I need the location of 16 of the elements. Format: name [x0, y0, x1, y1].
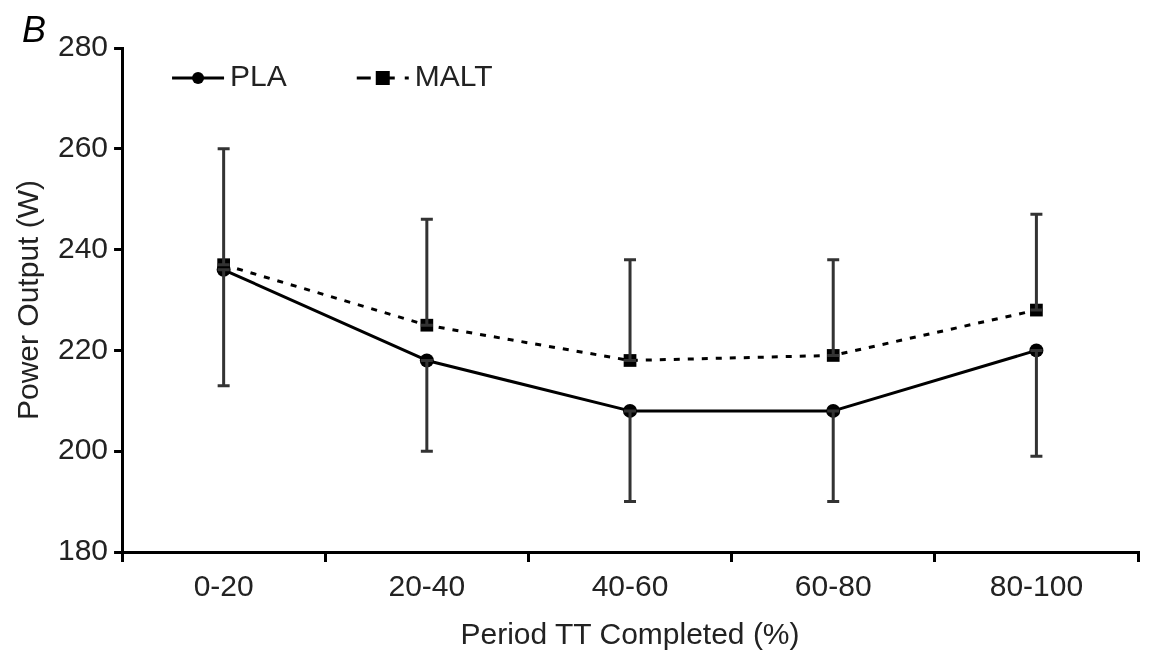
x-axis-title: Period TT Completed (%): [460, 617, 800, 651]
legend-label: PLA: [230, 59, 287, 93]
legend-label: MALT: [414, 59, 493, 93]
y-tick-label: 180: [57, 533, 109, 567]
y-tick-label: 280: [57, 29, 109, 63]
y-tick-label: 240: [57, 230, 109, 264]
y-axis-title: Power Output (W): [11, 179, 45, 421]
y-tick-label: 220: [57, 331, 109, 365]
y-tick-label: 200: [57, 432, 109, 466]
text: B: [22, 9, 47, 51]
x-tick-label: 40-60: [591, 569, 669, 603]
x-tick-label: 20-40: [388, 569, 466, 603]
x-tick-label: 60-80: [794, 569, 872, 603]
x-tick-label: 80-100: [989, 569, 1084, 603]
x-tick-label: 0-20: [193, 569, 254, 603]
y-tick-label: 260: [57, 130, 109, 164]
